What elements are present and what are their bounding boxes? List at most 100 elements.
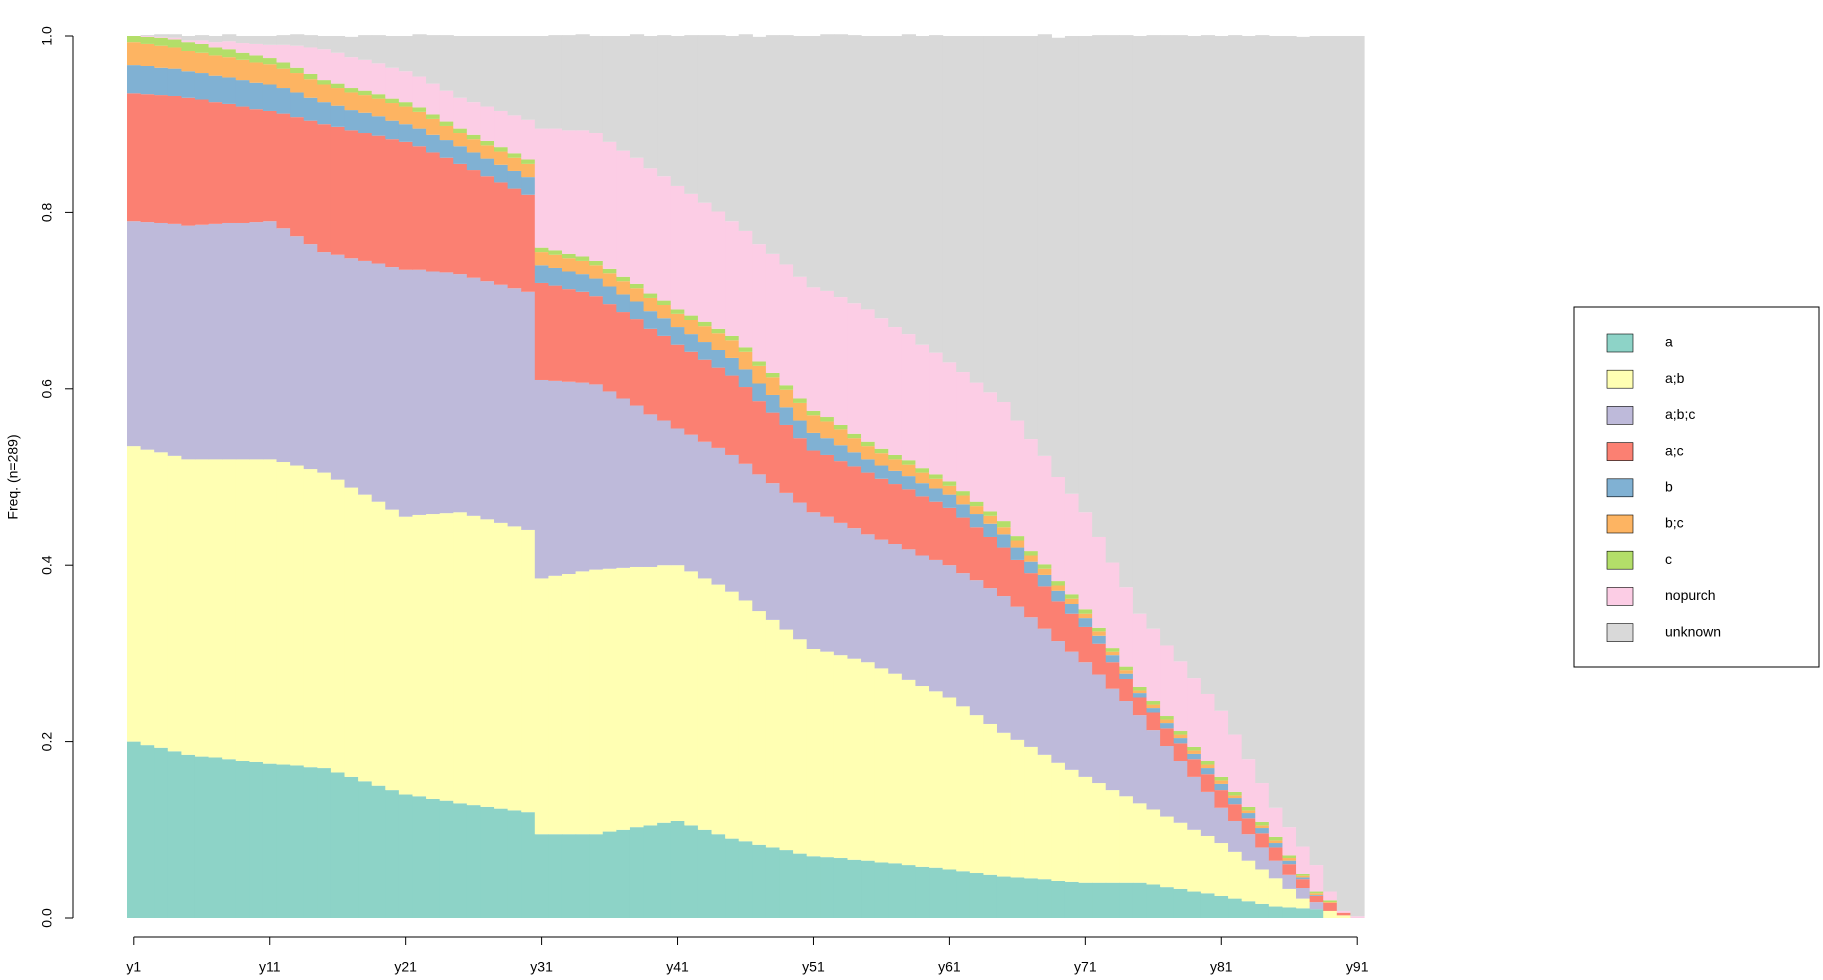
bar-segment bbox=[181, 42, 196, 51]
bar-segment bbox=[996, 547, 1012, 597]
bar-segment bbox=[385, 509, 400, 791]
bar-segment bbox=[358, 112, 373, 134]
bar-segment bbox=[194, 52, 210, 74]
bar-segment bbox=[1187, 678, 1202, 747]
bar-segment bbox=[276, 228, 291, 463]
bar-segment bbox=[398, 269, 414, 517]
bar-segment bbox=[888, 863, 903, 918]
bar-segment bbox=[874, 478, 889, 540]
bar-segment bbox=[738, 347, 753, 352]
bar-segment bbox=[1119, 666, 1134, 671]
bar-segment bbox=[222, 222, 237, 460]
bar-segment bbox=[711, 349, 726, 368]
bar-segment bbox=[1024, 573, 1039, 618]
bar-segment bbox=[412, 269, 427, 515]
bar-segment bbox=[439, 157, 454, 273]
bar-segment bbox=[1200, 761, 1216, 765]
bar-segment bbox=[1282, 907, 1297, 918]
bar-segment bbox=[915, 483, 930, 497]
bar-segment bbox=[956, 504, 971, 518]
bar-segment bbox=[1092, 635, 1107, 644]
bar-segment bbox=[1282, 860, 1297, 865]
bar-segment bbox=[358, 133, 373, 261]
bar-segment bbox=[208, 36, 223, 43]
bar-segment bbox=[983, 515, 998, 524]
bar-segment bbox=[398, 794, 414, 918]
bar-segment bbox=[317, 252, 332, 473]
bar-segment bbox=[643, 328, 658, 415]
bar-segment bbox=[765, 253, 781, 373]
bar-segment bbox=[1037, 628, 1052, 755]
bar-segment bbox=[1296, 898, 1311, 909]
bar-segment bbox=[684, 193, 699, 316]
bar-segment bbox=[1105, 655, 1120, 663]
bar-segment bbox=[140, 449, 155, 746]
bar-segment bbox=[752, 361, 767, 366]
bar-segment bbox=[1160, 35, 1175, 646]
bar-segment bbox=[752, 365, 767, 384]
bar-segment bbox=[398, 36, 414, 72]
bar-segment bbox=[1255, 35, 1270, 784]
bar-segment bbox=[1132, 803, 1148, 883]
bar-segment bbox=[235, 761, 250, 918]
bar-segment bbox=[1105, 882, 1120, 918]
bar-segment bbox=[1255, 821, 1270, 826]
bar-segment bbox=[371, 785, 386, 918]
bar-segment bbox=[1241, 759, 1256, 807]
bar-segment bbox=[793, 36, 808, 277]
bar-segment bbox=[1282, 855, 1297, 859]
bar-segment bbox=[969, 501, 984, 507]
bar-segment bbox=[888, 36, 903, 328]
bar-segment bbox=[561, 35, 577, 131]
bar-segment bbox=[1214, 776, 1229, 781]
bar-segment bbox=[697, 326, 713, 343]
bar-segment bbox=[820, 290, 835, 418]
bar-segment bbox=[426, 83, 441, 115]
bar-segment bbox=[847, 303, 862, 434]
bar-segment bbox=[996, 732, 1012, 877]
bar-segment bbox=[1282, 36, 1297, 828]
bar-segment bbox=[290, 45, 305, 68]
bar-segment bbox=[657, 305, 672, 319]
bar-segment bbox=[1119, 587, 1134, 667]
bar-segment bbox=[629, 566, 645, 828]
bar-segment bbox=[412, 796, 427, 918]
bar-segment bbox=[534, 379, 549, 579]
bar-segment bbox=[901, 34, 917, 335]
bar-segment bbox=[711, 584, 726, 835]
bar-segment bbox=[1187, 36, 1202, 679]
bar-segment bbox=[752, 401, 767, 475]
bar-segment bbox=[140, 222, 155, 450]
bar-segment bbox=[412, 128, 427, 147]
bar-segment bbox=[167, 39, 182, 48]
bar-segment bbox=[589, 36, 604, 134]
bar-segment bbox=[1282, 874, 1297, 889]
bar-segment bbox=[1105, 790, 1120, 883]
bar-segment bbox=[1105, 648, 1120, 652]
bar-segment bbox=[262, 64, 278, 85]
bar-segment bbox=[494, 284, 509, 523]
bar-segment bbox=[194, 73, 210, 100]
bar-segment bbox=[779, 492, 794, 630]
bar-segment bbox=[983, 392, 998, 512]
bar-segment bbox=[480, 176, 495, 282]
bar-segment bbox=[534, 36, 549, 129]
bar-segment bbox=[942, 494, 957, 508]
bar-segment bbox=[684, 825, 699, 918]
bar-segment bbox=[398, 124, 414, 142]
bar-segment bbox=[1132, 686, 1148, 691]
bar-segment bbox=[561, 271, 577, 290]
bar-segment bbox=[901, 460, 917, 465]
bar-segment bbox=[657, 35, 672, 177]
bar-segment bbox=[725, 375, 740, 455]
bar-segment bbox=[154, 452, 169, 748]
bar-segment bbox=[439, 513, 454, 801]
bar-segment bbox=[806, 410, 821, 416]
bar-segment bbox=[602, 36, 617, 142]
bar-segment bbox=[575, 256, 590, 261]
x-tick-label: y41 bbox=[666, 959, 689, 975]
bar-segment bbox=[1323, 902, 1338, 904]
bar-segment bbox=[1064, 594, 1080, 599]
bar-segment bbox=[738, 351, 753, 370]
bar-segment bbox=[629, 283, 645, 289]
